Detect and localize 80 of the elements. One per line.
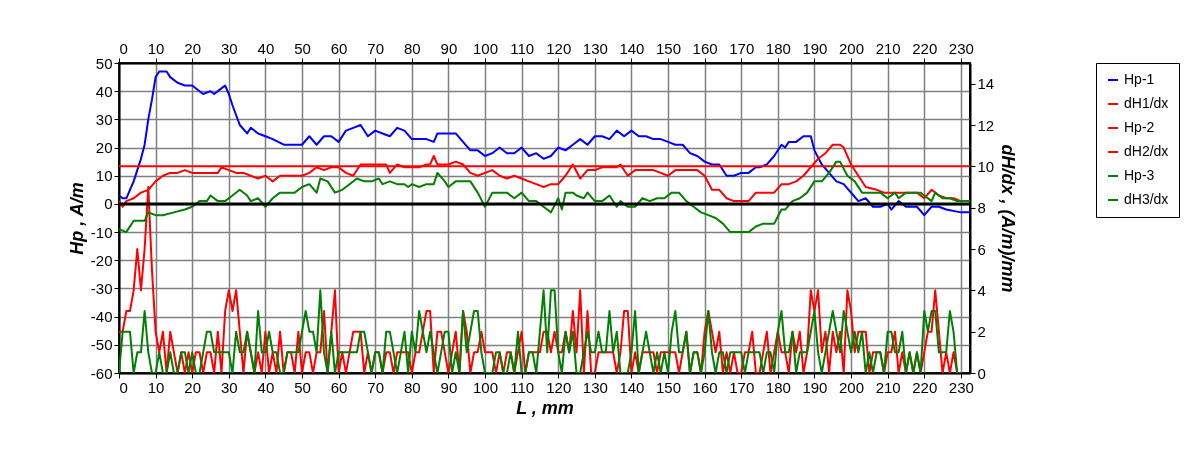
x2-tick-label: 20	[184, 39, 202, 57]
x-tick-label: 170	[729, 378, 755, 396]
legend-label: Hp-3	[1124, 167, 1155, 183]
y-tick-label: -20	[90, 251, 113, 269]
x-tick-label: 70	[367, 378, 385, 396]
x-tick-label: 160	[692, 378, 718, 396]
line-series	[119, 289, 959, 373]
x-tick-label: 40	[257, 378, 275, 396]
x-tick-label: 60	[330, 378, 348, 396]
legend-label: dH3/dx	[1124, 191, 1169, 207]
y2-tick-label: 0	[977, 364, 986, 382]
x-tick-label: 210	[875, 378, 901, 396]
y-tick-label: -10	[90, 223, 113, 241]
x2-tick-label: 70	[367, 39, 385, 57]
x2-tick-label: 110	[510, 39, 535, 57]
legend-label: dH2/dx	[1124, 143, 1169, 159]
x-tick-label: 150	[656, 378, 682, 396]
x-tick-label: 10	[147, 378, 165, 396]
y-tick-label: 50	[95, 54, 113, 72]
x-tick-label: 230	[948, 378, 974, 396]
y-tick-label: -60	[90, 364, 113, 382]
x2-tick-label: 130	[582, 39, 608, 57]
legend-label: dH1/dx	[1124, 95, 1169, 111]
x-tick-label: 190	[802, 378, 828, 396]
x2-tick-label: 210	[875, 39, 901, 57]
x-axis-title: L , mm	[516, 397, 574, 418]
x2-tick-label: 80	[403, 39, 421, 57]
x2-tick-label: 230	[948, 39, 974, 57]
x-tick-label: 130	[582, 378, 608, 396]
x-tick-label: 120	[546, 378, 572, 396]
x2-tick-label: 60	[330, 39, 348, 57]
x-tick-label: 20	[184, 378, 202, 396]
y2-tick-label: 6	[977, 240, 986, 258]
y2-tick-label: 10	[977, 157, 995, 175]
x-tick-label: 80	[403, 378, 421, 396]
y-axis-title: Hp , A/m	[66, 182, 87, 255]
y-tick-label: 20	[95, 139, 113, 157]
x2-tick-label: 100	[473, 39, 499, 57]
x2-tick-label: 220	[912, 39, 938, 57]
x-tick-label: 220	[912, 378, 938, 396]
x-tick-label: 30	[220, 378, 238, 396]
y2-tick-label: 2	[977, 323, 986, 341]
x2-tick-label: 140	[619, 39, 645, 57]
y2-axis-title: dH/dx , (A/m)/mm	[998, 144, 1019, 293]
x2-tick-label: 200	[839, 39, 865, 57]
x-tick-label: 110	[510, 378, 535, 396]
y-tick-label: -50	[90, 336, 113, 354]
y2-tick-label: 14	[977, 75, 995, 93]
x2-tick-label: 90	[440, 39, 458, 57]
x2-tick-label: 10	[147, 39, 165, 57]
x2-tick-label: 190	[802, 39, 828, 57]
line-series	[119, 160, 970, 234]
y-tick-label: 40	[95, 82, 113, 100]
x2-tick-label: 0	[119, 39, 128, 57]
x-tick-label: 140	[619, 378, 645, 396]
y-tick-label: 10	[95, 167, 113, 185]
line-series	[119, 70, 970, 217]
x2-tick-label: 30	[220, 39, 238, 57]
x2-tick-label: 160	[692, 39, 718, 57]
y2-tick-label: 12	[977, 116, 995, 134]
y-tick-label: 0	[104, 195, 113, 213]
y-tick-label: 30	[95, 110, 113, 128]
x2-tick-label: 50	[294, 39, 311, 57]
y-tick-label: -30	[90, 279, 113, 297]
x-tick-label: 100	[473, 378, 499, 396]
y2-tick-label: 4	[977, 281, 986, 299]
x2-tick-label: 40	[257, 39, 275, 57]
y-tick-label: -40	[90, 308, 113, 326]
x2-tick-label: 180	[765, 39, 791, 57]
x2-tick-label: 170	[729, 39, 755, 57]
y2-tick-label: 8	[977, 199, 986, 217]
x-tick-label: 200	[839, 378, 865, 396]
x-tick-label: 90	[440, 378, 458, 396]
x2-tick-label: 150	[656, 39, 682, 57]
x-tick-label: 180	[765, 378, 791, 396]
x2-tick-label: 120	[546, 39, 572, 57]
legend-label: Hp-1	[1124, 71, 1155, 87]
legend-label: Hp-2	[1124, 119, 1155, 135]
x-tick-label: 0	[119, 378, 128, 396]
x-tick-label: 50	[294, 378, 311, 396]
